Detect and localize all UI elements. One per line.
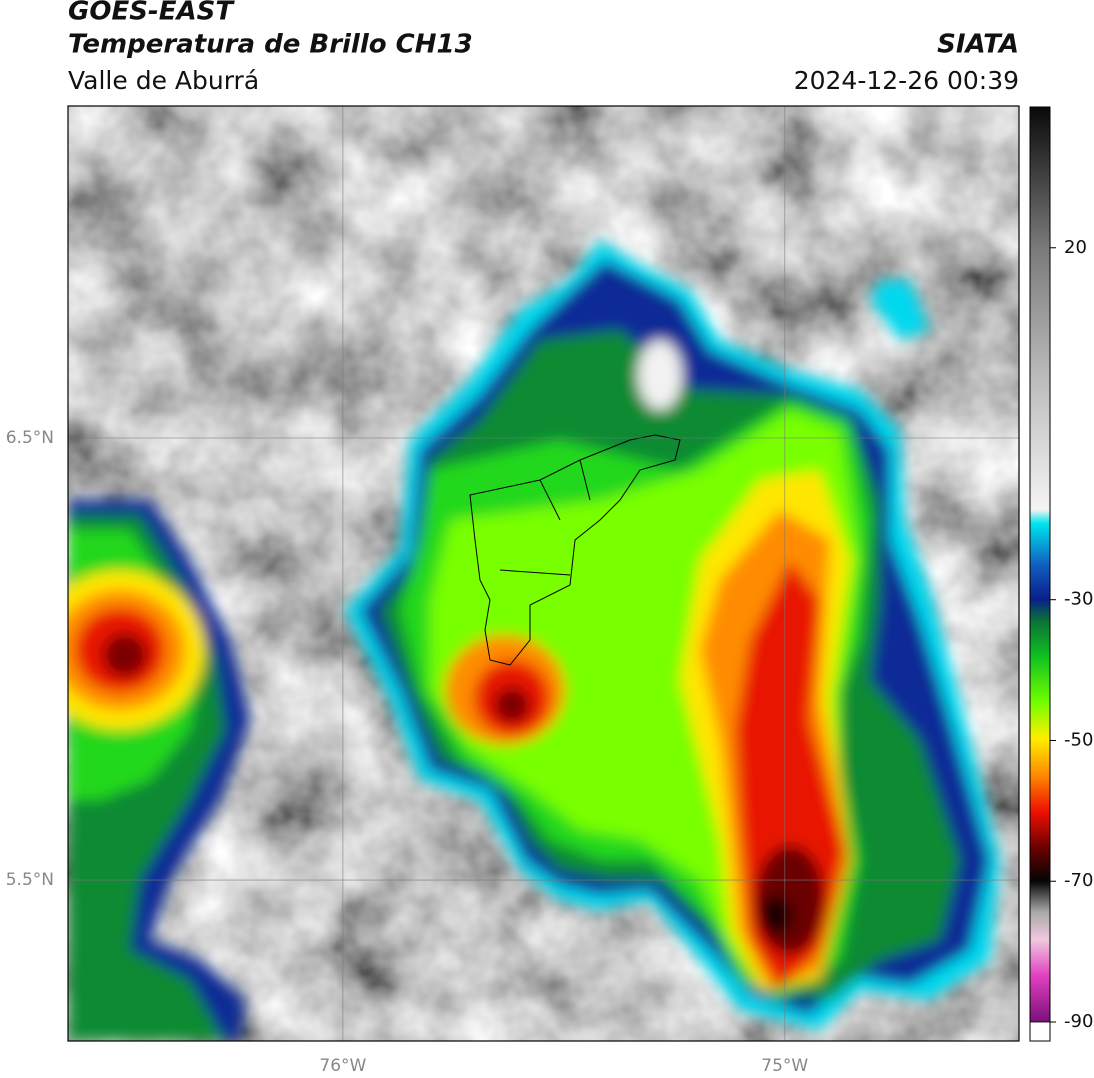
colorbar-tick-label: -30 [1064, 589, 1093, 610]
colorbar-tick-label: -90 [1064, 1011, 1093, 1032]
lat-label: 6.5°N [6, 428, 54, 448]
subtitle: Temperatura de Brillo CH13 [68, 30, 473, 60]
satellite-image [68, 106, 1019, 1041]
grid [68, 106, 1019, 1041]
title: GOES-EAST [68, 0, 235, 27]
map-frame [67, 105, 1020, 1042]
colorbar-frame [1029, 106, 1051, 1042]
convective-cells [68, 240, 1000, 1041]
lon-label: 76°W [319, 1056, 366, 1076]
lon-label: 75°W [761, 1056, 808, 1076]
colorbar-tick-label: 20 [1064, 237, 1087, 258]
lat-label: 5.5°N [6, 870, 54, 890]
colorbar-tick-label: -50 [1064, 729, 1093, 750]
datetime: 2024-12-26 00:39 [794, 66, 1019, 95]
colorbar-extension [1029, 1021, 1051, 1042]
colorbar-tick-label: -70 [1064, 870, 1093, 891]
source: SIATA [937, 30, 1019, 60]
valle-aburra-outline [469, 434, 681, 666]
colorbar [1030, 107, 1050, 1022]
region: Valle de Aburrá [68, 66, 259, 95]
